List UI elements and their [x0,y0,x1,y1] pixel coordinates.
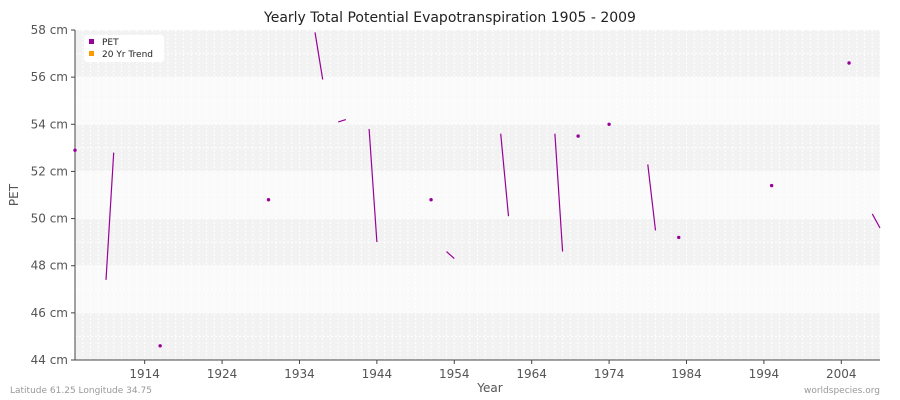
axes: 44 cm 46 cm 48 cm 50 cm 52 cm 54 cm 56 cm 58 cm… [31,23,880,381]
y-tick-label: 48 cm [31,259,68,273]
series-pet [73,32,881,348]
x-tick-label: 1944 [362,367,393,381]
pet-data-point [576,134,580,138]
pet-line-segment [871,213,881,229]
pet-data-point [266,198,271,202]
pet-data-point [769,183,774,188]
y-tick-label: 58 cm [31,23,68,37]
pet-data-point [847,61,851,65]
pet-data-point [607,122,611,126]
y-axis-label: PET [7,183,21,206]
y-tick-label: 52 cm [31,164,68,178]
pet-line-segment [554,133,564,252]
legend-label-trend: 20 Yr Trend [102,50,153,60]
x-tick-label: 1914 [129,367,160,381]
legend-swatch-trend [89,51,94,56]
plot-band [75,77,880,125]
plot-band [75,30,880,78]
grid-lines [74,29,881,361]
pet-line-segment [500,133,510,217]
pet-line-segment [338,119,347,123]
x-tick-label: 1954 [439,367,470,381]
location-caption: Latitude 61.25 Longitude 34.75 [10,386,152,396]
pet-line-segment [647,164,657,231]
x-tick-label: 1994 [749,367,780,381]
pet-line-segment [314,32,324,80]
plot-band [75,312,880,360]
x-tick-label: 1964 [516,367,547,381]
y-tick-label: 56 cm [31,70,68,84]
x-axis-label: Year [476,381,502,395]
pet-data-point [158,344,162,348]
y-tick-label: 44 cm [31,353,68,367]
x-tick-label: 2004 [826,367,857,381]
x-tick-label: 1984 [671,367,702,381]
y-tick-label: 46 cm [31,306,68,320]
source-caption: worldspecies.org [804,386,880,396]
x-tick-label: 1924 [207,367,238,381]
pet-data-point [73,148,77,152]
y-tick-label: 50 cm [31,212,68,226]
pet-data-point [429,198,433,202]
y-tick-label: 54 cm [31,117,68,131]
plot-band [75,265,880,313]
chart-title: Yearly Total Potential Evapotranspiratio… [263,10,636,26]
legend-box [84,35,164,62]
pet-data-point [677,235,681,240]
pet-line-segment [105,152,115,280]
pet-line-segment [368,128,378,243]
legend-swatch-pet [89,39,94,44]
x-tick-label: 1974 [594,367,625,381]
x-tick-label: 1934 [284,367,315,381]
legend: PET 20 Yr Trend [84,35,164,62]
legend-label-pet: PET [102,38,119,48]
pet-line-segment [446,251,455,260]
